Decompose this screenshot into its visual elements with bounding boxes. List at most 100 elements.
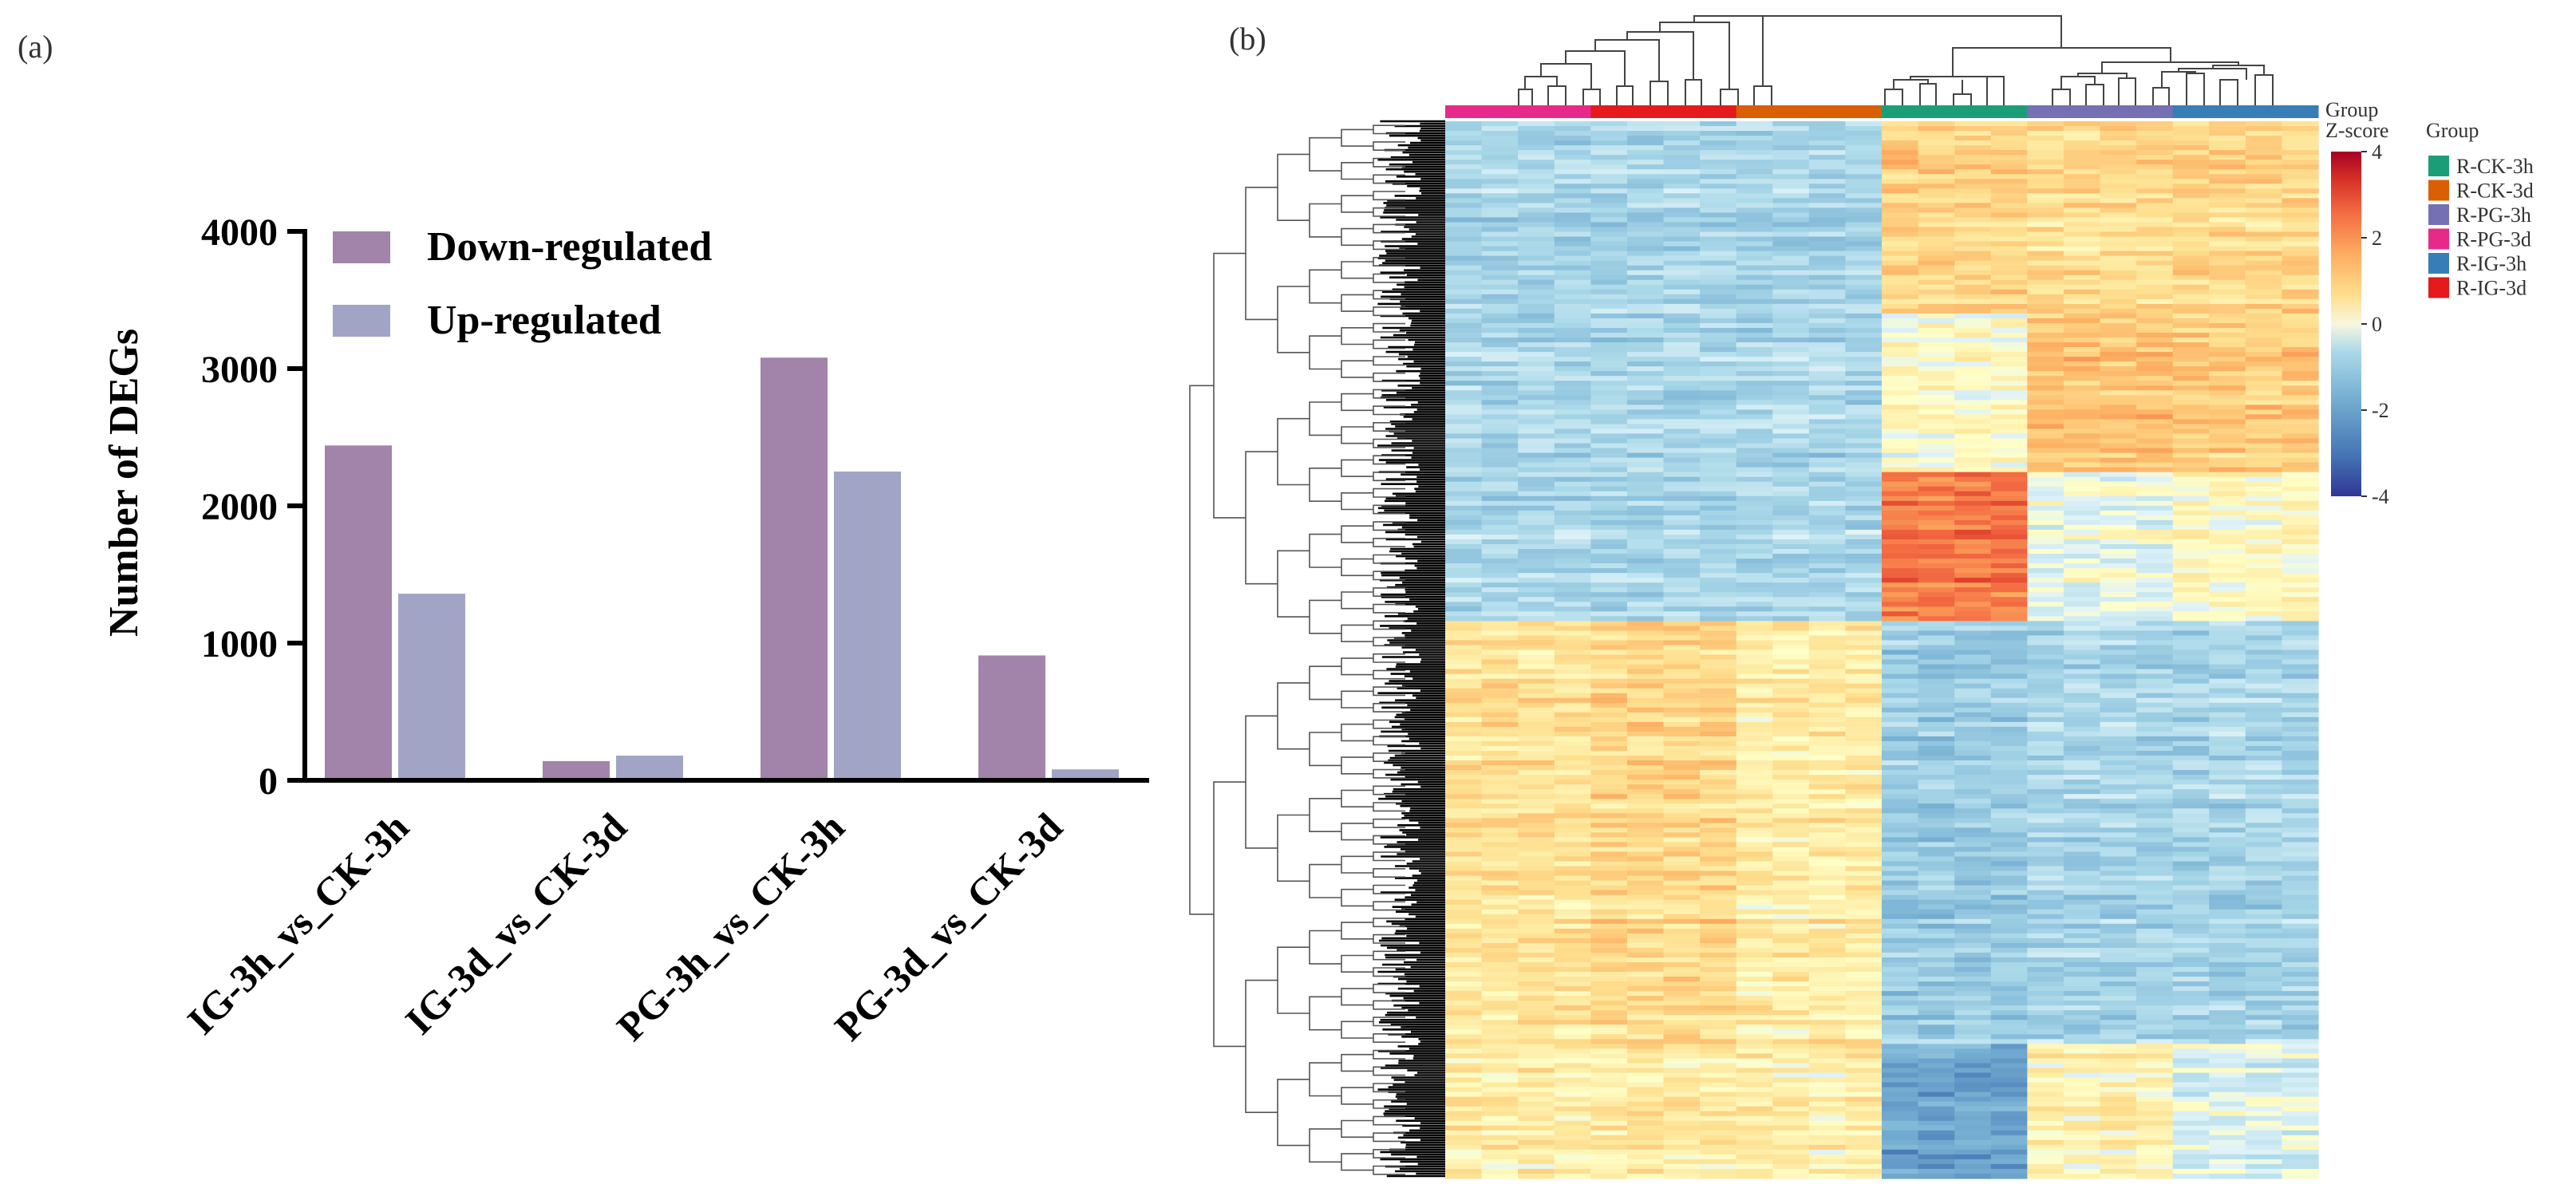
heatmap-cell xyxy=(1554,823,1591,828)
down-regulated-bar xyxy=(543,760,610,780)
heatmap-cell xyxy=(1663,428,1701,435)
heatmap-cell xyxy=(1481,928,1519,934)
heatmap-cell xyxy=(1590,885,1628,891)
heatmap-cell xyxy=(1663,395,1701,401)
heatmap-cell xyxy=(2209,510,2246,516)
heatmap-cell xyxy=(1626,424,1665,430)
heatmap-cell xyxy=(2063,712,2101,718)
heatmap-cell xyxy=(2209,265,2246,271)
heatmap-cell xyxy=(1700,716,1737,723)
heatmap-cell xyxy=(1700,424,1737,430)
heatmap-cell xyxy=(1481,851,1519,858)
heatmap-cell xyxy=(1626,303,1665,310)
heatmap-cell xyxy=(1882,693,1919,699)
heatmap-cell xyxy=(1590,967,1628,973)
heatmap-cell xyxy=(1700,270,1737,276)
heatmap-cell xyxy=(1736,515,1773,521)
heatmap-cell xyxy=(2245,448,2283,454)
heatmap-cell xyxy=(1554,765,1591,771)
heatmap-cell xyxy=(1481,308,1519,314)
heatmap-cell xyxy=(1590,443,1628,449)
heatmap-cell xyxy=(1590,606,1628,612)
heatmap-cell xyxy=(1882,515,1919,521)
heatmap-cell xyxy=(2100,991,2137,997)
heatmap-cell xyxy=(1845,635,1883,641)
heatmap-cell xyxy=(1626,645,1665,651)
heatmap-cell xyxy=(2282,707,2319,713)
heatmap-cell xyxy=(2027,697,2064,704)
heatmap-cell xyxy=(2245,333,2283,338)
heatmap-cell xyxy=(1481,462,1519,468)
heatmap-cell xyxy=(2136,649,2174,656)
heatmap-cell xyxy=(2027,472,2064,478)
heatmap-cell xyxy=(2063,933,2101,939)
heatmap-cell xyxy=(1663,894,1701,901)
heatmap-cell xyxy=(1445,457,1483,464)
heatmap-cell xyxy=(1918,207,1955,214)
heatmap-cell xyxy=(1954,505,1992,511)
heatmap-cell xyxy=(1590,952,1628,958)
heatmap-cell xyxy=(1772,1039,1810,1044)
heatmap-cell xyxy=(1445,842,1483,848)
heatmap-cell xyxy=(1736,947,1773,953)
heatmap-cell xyxy=(1626,770,1665,776)
heatmap-cell xyxy=(1590,179,1628,184)
heatmap-cell xyxy=(1808,784,1847,790)
heatmap-cell xyxy=(1554,467,1591,473)
heatmap-cell xyxy=(1481,559,1519,564)
heatmap-cell xyxy=(1990,1034,2028,1040)
heatmap-cell xyxy=(1590,750,1628,756)
heatmap-cell xyxy=(1481,126,1519,132)
heatmap-cell xyxy=(1736,308,1773,314)
heatmap-cell xyxy=(2209,909,2246,915)
heatmap-cell xyxy=(1808,789,1847,795)
heatmap-cell xyxy=(1845,851,1883,858)
heatmap-cell xyxy=(2245,121,2283,127)
heatmap-cell xyxy=(1918,140,1955,146)
heatmap-cell xyxy=(1663,1048,1701,1055)
heatmap-cell xyxy=(1990,424,2028,430)
heatmap-cell xyxy=(2172,914,2210,920)
heatmap-cell xyxy=(2209,1053,2246,1060)
heatmap-cell xyxy=(1772,284,1810,290)
heatmap-cell xyxy=(1554,813,1591,819)
heatmap-cell xyxy=(1918,707,1955,713)
heatmap-cell xyxy=(1808,395,1847,401)
heatmap-cell xyxy=(2027,851,2064,858)
heatmap-cell xyxy=(1772,1029,1810,1035)
heatmap-cell xyxy=(1445,179,1483,184)
heatmap-cell xyxy=(1918,294,1955,300)
heatmap-cell xyxy=(2209,347,2246,353)
heatmap-cell xyxy=(1481,842,1519,848)
heatmap-cell xyxy=(1445,395,1483,401)
heatmap-cell xyxy=(1590,683,1628,689)
heatmap-cell xyxy=(1590,544,1628,550)
heatmap-cell xyxy=(1736,721,1773,728)
heatmap-cell xyxy=(1845,1082,1883,1088)
heatmap-cell xyxy=(1663,443,1701,449)
heatmap-cell xyxy=(1845,150,1883,156)
heatmap-cell xyxy=(1736,270,1773,276)
heatmap-cell xyxy=(1481,255,1519,262)
heatmap-cell xyxy=(1626,602,1665,607)
heatmap-cell xyxy=(2282,866,2319,872)
heatmap-cell xyxy=(2209,270,2246,276)
heatmap-cell xyxy=(2136,188,2174,194)
heatmap-cell xyxy=(2282,1044,2319,1049)
heatmap-cell xyxy=(1626,188,1665,194)
heatmap-cell xyxy=(1590,400,1628,405)
heatmap-cell xyxy=(1954,972,1992,977)
heatmap-cell xyxy=(1772,549,1810,555)
heatmap-cell xyxy=(1990,534,2028,540)
heatmap-cell xyxy=(1808,338,1847,343)
heatmap-cell xyxy=(1918,385,1955,391)
heatmap-cell xyxy=(2209,222,2246,228)
heatmap-cell xyxy=(1445,472,1483,478)
heatmap-cell xyxy=(1882,265,1919,271)
heatmap-cell xyxy=(2027,933,2064,939)
heatmap-cell xyxy=(1590,875,1628,882)
heatmap-cell xyxy=(1918,765,1955,771)
heatmap-cell xyxy=(1918,519,1955,526)
heatmap-cell xyxy=(2172,933,2210,939)
heatmap-cell xyxy=(2209,780,2246,785)
